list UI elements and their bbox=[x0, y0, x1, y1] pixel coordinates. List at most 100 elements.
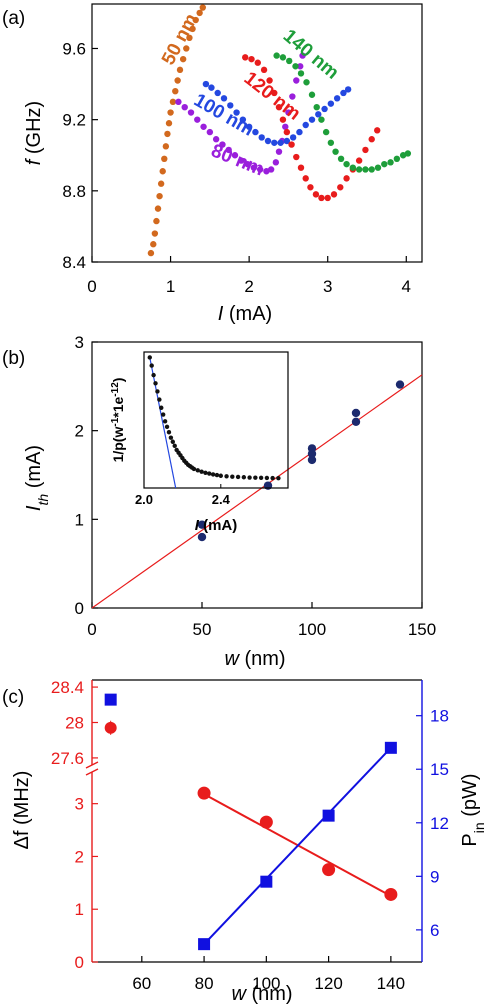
a-point bbox=[282, 123, 289, 130]
a-point bbox=[337, 155, 345, 162]
a-point bbox=[264, 137, 272, 145]
inset-xtick-label: 2.4 bbox=[212, 492, 231, 507]
panel-c-ylabel-right: Pin (pW) bbox=[459, 773, 487, 846]
a-point bbox=[393, 155, 401, 162]
panel-c: (c) 60 80 100 120 140012327.62828.469121518 … bbox=[2, 678, 487, 1005]
panel-a-xlabel-italic: I bbox=[218, 303, 224, 325]
a-point bbox=[297, 164, 305, 171]
a-point bbox=[206, 128, 214, 136]
panel-c-fits bbox=[203, 747, 392, 945]
c-xtick-label: 60 bbox=[132, 974, 151, 993]
a-point bbox=[288, 141, 295, 148]
inset-point bbox=[224, 474, 229, 479]
b-xtick-label: 0 bbox=[87, 620, 96, 639]
a-point bbox=[181, 104, 188, 111]
a-point bbox=[231, 152, 239, 159]
a-point bbox=[337, 184, 344, 191]
inset-point bbox=[147, 355, 152, 360]
panel-c-xlabel-italic: w bbox=[231, 983, 247, 1005]
panel-a-xlabel: I (mA) bbox=[218, 303, 272, 325]
panel-a-ylabel-italic: f bbox=[23, 157, 45, 165]
inset-point bbox=[253, 475, 258, 480]
panel-a-label: (a) bbox=[2, 8, 25, 29]
inset-point bbox=[172, 443, 177, 449]
a-xtick-label: 3 bbox=[323, 277, 332, 296]
panel-c-ylabel-right-sub: in bbox=[471, 822, 487, 833]
c-right-tick-label: 9 bbox=[430, 867, 439, 886]
a-point bbox=[175, 98, 182, 106]
b-point bbox=[351, 408, 361, 418]
inset-ylabel-end: ) bbox=[110, 378, 126, 383]
panel-a-frame bbox=[91, 3, 423, 263]
a-point bbox=[220, 95, 228, 102]
c-fit-line bbox=[203, 747, 392, 945]
a-point bbox=[208, 84, 215, 91]
a-point bbox=[196, 9, 203, 17]
a-point bbox=[275, 104, 283, 111]
a-point bbox=[174, 77, 181, 84]
a-point bbox=[154, 205, 162, 212]
a-point bbox=[322, 128, 330, 136]
panel-c-xlabel-rest: (nm) bbox=[246, 983, 293, 1005]
inset-ylabel-mid: *1e bbox=[110, 397, 126, 418]
inset-point bbox=[270, 475, 275, 481]
a-point bbox=[189, 25, 196, 33]
c-outlier-circle bbox=[104, 721, 117, 734]
panel-c-xlabel: w (nm) bbox=[231, 983, 292, 1005]
a-point bbox=[272, 159, 280, 166]
inset-point bbox=[258, 475, 264, 480]
a-xtick-label: 2 bbox=[244, 277, 253, 296]
b-ytick-label: 1 bbox=[75, 510, 84, 529]
panel-b-inset: 2.0 2.4 I (mA) 1/p(w-1*1e-12) bbox=[110, 351, 289, 534]
a-point bbox=[192, 16, 199, 24]
a-point bbox=[307, 184, 314, 191]
c-point-square bbox=[198, 938, 211, 951]
inset-xlabel-italic: I bbox=[195, 517, 200, 534]
inset-point bbox=[149, 363, 154, 368]
a-point bbox=[164, 130, 171, 138]
a-point bbox=[162, 143, 170, 150]
a-point bbox=[344, 86, 352, 93]
b-xtick-label: 150 bbox=[408, 620, 436, 639]
inset-point bbox=[247, 475, 252, 480]
a-point bbox=[279, 54, 287, 61]
a-point bbox=[297, 70, 305, 77]
a-point bbox=[202, 80, 210, 88]
inset-ticks: 2.0 2.4 bbox=[135, 484, 231, 507]
panel-a-ylabel-rest: (GHz) bbox=[23, 101, 45, 160]
inset-ylabel: 1/p(w-1*1e-12) bbox=[110, 378, 127, 463]
a-point bbox=[176, 66, 184, 74]
inset-point bbox=[151, 372, 156, 378]
a-point bbox=[374, 127, 381, 134]
c-right-tick-label: 12 bbox=[430, 814, 449, 833]
b-point bbox=[197, 532, 207, 542]
inset-point bbox=[218, 473, 223, 478]
a-point bbox=[285, 109, 292, 116]
c-right-tick-label: 15 bbox=[430, 760, 449, 779]
a-point bbox=[248, 55, 255, 63]
inset-point bbox=[195, 468, 200, 473]
inset-point bbox=[170, 439, 175, 444]
a-point bbox=[289, 134, 297, 141]
c-point-square bbox=[384, 741, 397, 754]
a-xtick-label: 1 bbox=[166, 277, 175, 296]
inset-point bbox=[230, 474, 235, 479]
a-point bbox=[172, 87, 179, 95]
b-ytick-label: 0 bbox=[75, 599, 84, 618]
a-point bbox=[355, 166, 363, 173]
a-point bbox=[308, 91, 316, 98]
panel-b-ylabel-italic: I bbox=[23, 505, 45, 511]
a-point bbox=[303, 79, 310, 86]
a-point bbox=[362, 166, 369, 173]
a-point bbox=[238, 157, 245, 164]
inset-fit bbox=[149, 357, 177, 489]
a-point bbox=[315, 111, 322, 118]
a-point bbox=[157, 180, 165, 187]
panel-b-xlabel: w (nm) bbox=[224, 648, 285, 670]
a-point bbox=[167, 109, 174, 116]
a-point bbox=[250, 164, 258, 171]
a-point bbox=[330, 191, 338, 198]
panel-a-points bbox=[147, 4, 412, 257]
